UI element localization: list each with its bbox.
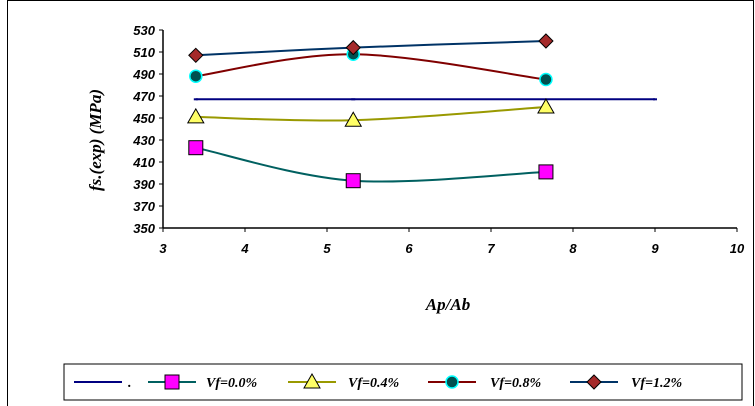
series-markers: [186, 33, 657, 189]
legend-label-1: Vf=0.0%: [206, 376, 257, 391]
series-lines: [195, 40, 655, 183]
legend-marker-4: [586, 374, 602, 390]
data-point-2: [344, 111, 363, 127]
y-tick-label: 430: [132, 133, 155, 148]
x-tick-label: 4: [240, 241, 249, 256]
y-tick-label: 470: [132, 89, 155, 104]
y-tick-label: 530: [133, 23, 155, 38]
x-tick-label: 9: [651, 241, 659, 256]
data-point-0: [351, 98, 356, 101]
x-axis-title: Ap/Ab: [425, 295, 470, 314]
series-line-3: [195, 53, 547, 81]
y-tick-label: 350: [133, 221, 155, 236]
data-point-0: [653, 98, 657, 101]
legend-label-3: Vf=0.8%: [490, 376, 541, 391]
x-tick-label: 10: [730, 241, 745, 256]
legend-marker-1: [164, 374, 180, 390]
data-point-4: [538, 33, 554, 49]
y-axis-title: fs.(exp) (MPa): [86, 89, 105, 191]
data-point-4: [345, 39, 361, 56]
legend-marker-0: [96, 381, 100, 383]
y-tick-label: 390: [133, 177, 155, 192]
data-point-1: [188, 140, 204, 156]
chart-frame: [7, 0, 754, 406]
x-tick-label: 5: [323, 241, 331, 256]
data-point-2: [186, 107, 205, 124]
data-point-1: [538, 164, 554, 180]
y-tick-label: 490: [132, 67, 155, 82]
x-tick-label: 6: [405, 241, 413, 256]
data-point-0: [193, 98, 198, 101]
legend: . Vf=0.0% Vf=0.4% Vf=0.8% Vf=1.2%: [63, 363, 743, 401]
data-point-3: [189, 69, 203, 83]
series-line-4: [195, 40, 546, 57]
axes: 350 370 390 410 430 450 470 490 510 530 3 4 5 6 7 8 9 10: [132, 23, 745, 256]
legend-label-4: Vf=1.2%: [631, 376, 682, 391]
x-tick-label: 8: [569, 241, 577, 256]
y-tick-label: 370: [133, 199, 155, 214]
y-tick-label: 410: [132, 155, 155, 170]
series-line-1: [195, 146, 546, 183]
y-tick-label: 450: [132, 111, 155, 126]
legend-marker-3: [445, 375, 459, 389]
y-tick-label: 510: [133, 45, 155, 60]
x-tick-label: 7: [487, 241, 495, 256]
data-point-3: [539, 72, 553, 87]
legend-marker-2: [303, 372, 321, 389]
data-point-1: [345, 173, 361, 189]
data-point-2: [537, 97, 555, 114]
legend-label-2: Vf=0.4%: [348, 376, 399, 391]
data-point-4: [188, 47, 204, 64]
x-tick-label: 3: [159, 241, 167, 256]
series-line-2: [195, 106, 547, 122]
legend-label-0: .: [128, 376, 132, 391]
